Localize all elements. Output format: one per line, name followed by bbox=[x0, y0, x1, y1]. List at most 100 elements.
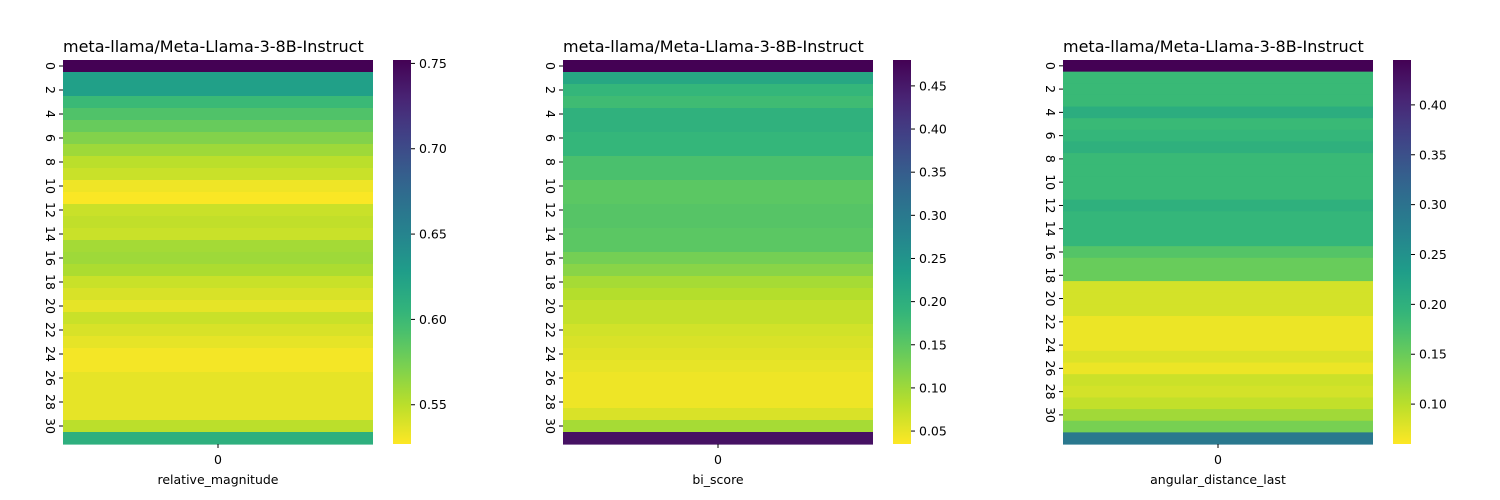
heatmap-cell bbox=[63, 288, 373, 301]
y-tick-label: 6 bbox=[43, 134, 58, 142]
heatmap-cell bbox=[63, 372, 373, 385]
colorbar-tick-label: 0.40 bbox=[1419, 97, 1447, 112]
colorbar-tick-label: 0.35 bbox=[1419, 147, 1447, 162]
y-tick-label: 4 bbox=[1043, 108, 1058, 116]
heatmap-cell bbox=[1063, 106, 1373, 119]
y-tick-label: 26 bbox=[543, 370, 558, 386]
heatmap-cell bbox=[63, 348, 373, 361]
heatmap-panel-3: meta-llama/Meta-Llama-3-8B-Instruct02468… bbox=[1043, 37, 1447, 487]
y-tick-label: 0 bbox=[1043, 62, 1058, 70]
heatmap-cell bbox=[63, 180, 373, 193]
heatmap-cell bbox=[1063, 269, 1373, 282]
heatmap-cell bbox=[563, 180, 873, 193]
heatmap-cell bbox=[563, 420, 873, 433]
y-tick-label: 22 bbox=[543, 322, 558, 338]
y-tick-label: 26 bbox=[1043, 360, 1058, 376]
heatmap-cell bbox=[563, 288, 873, 301]
heatmap-cell bbox=[563, 132, 873, 145]
heatmap-cell bbox=[1063, 141, 1373, 154]
heatmap-cell bbox=[63, 420, 373, 433]
heatmap-cell bbox=[563, 396, 873, 409]
panel-title: meta-llama/Meta-Llama-3-8B-Instruct bbox=[563, 37, 864, 56]
heatmap-cell bbox=[63, 300, 373, 313]
colorbar-tick-label: 0.75 bbox=[419, 56, 447, 71]
colorbar-tick-label: 0.40 bbox=[919, 122, 947, 137]
heatmap-cell bbox=[1063, 281, 1373, 294]
colorbar-gradient bbox=[893, 60, 911, 444]
heatmap-cell bbox=[1063, 71, 1373, 84]
colorbar-tick-label: 0.20 bbox=[1419, 297, 1447, 312]
heatmap-cell bbox=[63, 96, 373, 109]
heatmap-cell bbox=[63, 360, 373, 373]
heatmap-cell bbox=[563, 228, 873, 241]
colorbar-tick-label: 0.70 bbox=[419, 141, 447, 156]
heatmap-cell bbox=[63, 84, 373, 97]
x-axis-label: relative_magnitude bbox=[157, 472, 278, 487]
colorbar-tick-label: 0.10 bbox=[1419, 397, 1447, 412]
colorbar-tick-label: 0.25 bbox=[919, 251, 947, 266]
heatmap-cell bbox=[563, 96, 873, 109]
heatmap-cell bbox=[563, 216, 873, 229]
heatmap-cell bbox=[1063, 83, 1373, 96]
heatmap-cell bbox=[1063, 199, 1373, 212]
heatmap-cell bbox=[563, 348, 873, 361]
heatmap-cell bbox=[563, 276, 873, 289]
heatmap-cell bbox=[1063, 304, 1373, 317]
colorbar-tick-label: 0.15 bbox=[1419, 347, 1447, 362]
heatmap-cell bbox=[63, 108, 373, 121]
heatmap-cell bbox=[1063, 374, 1373, 387]
heatmap-cell bbox=[1063, 118, 1373, 131]
y-tick-label: 12 bbox=[43, 202, 58, 218]
heatmap-cell bbox=[63, 408, 373, 421]
y-tick-label: 28 bbox=[543, 394, 558, 410]
y-tick-label: 28 bbox=[43, 394, 58, 410]
colorbar-tick-label: 0.25 bbox=[1419, 247, 1447, 262]
heatmap-cell bbox=[63, 72, 373, 85]
y-tick-label: 16 bbox=[543, 250, 558, 266]
y-tick-label: 20 bbox=[43, 298, 58, 314]
heatmap-cell bbox=[1063, 211, 1373, 224]
y-tick-label: 30 bbox=[1043, 407, 1058, 423]
heatmap-cell bbox=[63, 60, 373, 73]
heatmap-cell bbox=[563, 204, 873, 217]
heatmap-cell bbox=[1063, 409, 1373, 422]
heatmap-cell bbox=[1063, 432, 1373, 445]
y-tick-label: 4 bbox=[543, 110, 558, 118]
y-tick-label: 18 bbox=[43, 274, 58, 290]
y-tick-label: 10 bbox=[543, 178, 558, 194]
y-tick-label: 6 bbox=[543, 134, 558, 142]
y-tick-label: 10 bbox=[1043, 174, 1058, 190]
y-tick-label: 8 bbox=[43, 158, 58, 166]
heatmap-cell bbox=[563, 324, 873, 337]
heatmap-cell bbox=[63, 228, 373, 241]
y-tick-label: 12 bbox=[1043, 198, 1058, 214]
colorbar-gradient bbox=[1393, 60, 1411, 444]
colorbar-tick-label: 0.05 bbox=[919, 424, 947, 439]
heatmap-cell bbox=[63, 264, 373, 277]
y-tick-label: 18 bbox=[543, 274, 558, 290]
colorbar: 0.10 0.15 0.20 0.25 0.30 0.35 0.40 bbox=[1393, 60, 1447, 444]
heatmap-cell bbox=[1063, 292, 1373, 305]
y-tick-label: 30 bbox=[43, 418, 58, 434]
heatmap-cell bbox=[63, 336, 373, 349]
colorbar-tick-label: 0.65 bbox=[419, 227, 447, 242]
y-tick-label: 14 bbox=[43, 226, 58, 242]
colorbar-tick-label: 0.10 bbox=[919, 380, 947, 395]
y-tick-label: 16 bbox=[43, 250, 58, 266]
heatmap-cell bbox=[1063, 153, 1373, 166]
heatmap-cell bbox=[563, 120, 873, 133]
y-tick-label: 12 bbox=[543, 202, 558, 218]
heatmap-cell bbox=[563, 84, 873, 97]
colorbar-tick-label: 0.35 bbox=[919, 165, 947, 180]
heatmap-cell bbox=[563, 384, 873, 397]
y-tick-label: 14 bbox=[1043, 221, 1058, 237]
y-tick-label: 2 bbox=[543, 86, 558, 94]
y-tick-label: 14 bbox=[543, 226, 558, 242]
y-tick-label: 2 bbox=[1043, 85, 1058, 93]
heatmap-cell bbox=[563, 108, 873, 121]
heatmap-cell bbox=[63, 144, 373, 157]
y-tick-label: 26 bbox=[43, 370, 58, 386]
y-tick-label: 22 bbox=[43, 322, 58, 338]
heatmap-cell bbox=[563, 360, 873, 373]
